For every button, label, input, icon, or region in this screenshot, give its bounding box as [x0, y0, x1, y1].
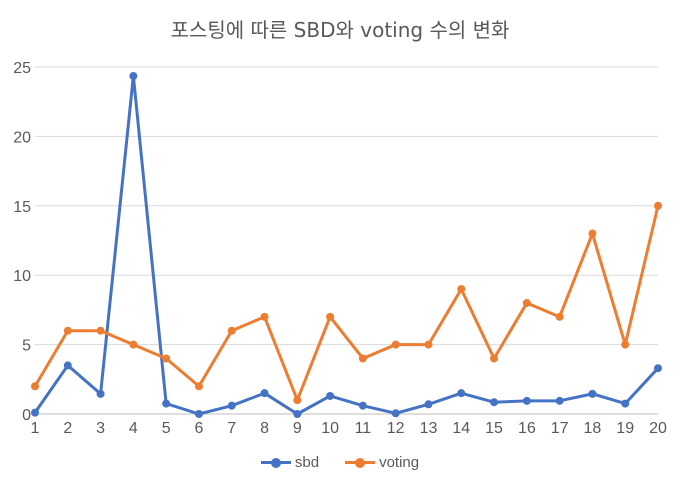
data-point-sbd — [293, 410, 302, 418]
data-point-voting — [326, 312, 335, 321]
x-tick-label: 20 — [649, 420, 667, 437]
data-point-voting — [162, 354, 171, 363]
data-point-sbd — [227, 401, 236, 410]
data-point-voting — [522, 298, 531, 307]
data-point-voting — [654, 201, 662, 210]
data-point-voting — [63, 326, 72, 335]
data-point-voting — [588, 229, 597, 238]
x-tick-label: 10 — [321, 420, 339, 437]
y-tick-label: 0 — [22, 407, 31, 424]
data-point-voting — [457, 285, 466, 294]
data-point-voting — [260, 312, 269, 321]
x-tick-label: 8 — [260, 420, 269, 437]
legend-item-voting: voting — [345, 454, 419, 471]
data-point-voting — [31, 382, 39, 391]
data-point-voting — [358, 354, 367, 363]
legend-label-sbd: sbd — [294, 454, 320, 471]
x-tick-label: 6 — [194, 420, 203, 437]
data-point-sbd — [621, 399, 630, 408]
data-point-sbd — [391, 409, 400, 418]
data-point-sbd — [424, 400, 433, 409]
x-tick-label: 11 — [355, 420, 372, 437]
x-tick-label: 17 — [551, 420, 569, 437]
x-tick-label: 15 — [485, 420, 503, 437]
series-line-voting — [33, 205, 660, 402]
data-point-sbd — [194, 410, 203, 418]
x-tick-label: 1 — [31, 420, 40, 437]
x-tick-label: 4 — [129, 420, 138, 437]
x-tick-label: 7 — [227, 420, 236, 437]
data-point-voting — [194, 382, 203, 391]
x-tick-label: 12 — [387, 420, 405, 437]
y-tick-label: 15 — [13, 199, 31, 216]
data-point-sbd — [490, 398, 499, 407]
data-point-voting — [621, 340, 630, 349]
data-point-sbd — [555, 396, 564, 405]
data-point-sbd — [457, 389, 466, 398]
data-point-sbd — [63, 361, 72, 370]
data-point-sbd — [358, 401, 367, 410]
y-tick-label: 25 — [13, 60, 31, 77]
x-tick-label: 14 — [452, 420, 470, 437]
legend-label-voting: voting — [379, 454, 420, 471]
legend-swatch-sbd — [260, 457, 291, 468]
data-point-sbd — [31, 408, 39, 417]
x-tick-label: 9 — [293, 420, 302, 437]
data-point-voting — [391, 340, 400, 349]
data-point-voting — [490, 354, 499, 363]
data-point-sbd — [129, 72, 138, 81]
x-tick-label: 13 — [420, 420, 438, 437]
data-point-sbd — [654, 364, 662, 373]
x-tick-label: 5 — [162, 420, 171, 437]
data-point-voting — [129, 340, 138, 349]
legend-item-sbd: sbd — [260, 454, 320, 471]
data-point-voting — [293, 396, 302, 405]
series-line-sbd — [33, 74, 660, 416]
x-tick-label: 2 — [63, 420, 72, 437]
data-point-sbd — [588, 389, 597, 398]
y-tick-label: 20 — [13, 129, 31, 146]
legend-swatch-voting — [345, 457, 376, 468]
legend: sbd voting — [0, 454, 680, 471]
data-point-voting — [555, 312, 564, 321]
data-point-voting — [227, 326, 236, 335]
x-tick-label: 18 — [584, 420, 602, 437]
x-tick-label: 3 — [96, 420, 105, 437]
chart-title: 포스팅에 따른 SBD와 voting 수의 변화 — [170, 18, 510, 42]
x-tick-label: 16 — [518, 420, 536, 437]
data-point-sbd — [260, 389, 269, 398]
data-point-voting — [424, 340, 433, 349]
x-tick-label: 19 — [616, 420, 634, 437]
data-point-sbd — [162, 399, 171, 408]
data-point-sbd — [522, 396, 531, 405]
data-point-sbd — [96, 389, 105, 398]
data-point-voting — [96, 326, 105, 335]
data-point-sbd — [326, 391, 335, 400]
y-tick-label: 5 — [22, 338, 31, 355]
y-tick-label: 10 — [13, 268, 31, 285]
